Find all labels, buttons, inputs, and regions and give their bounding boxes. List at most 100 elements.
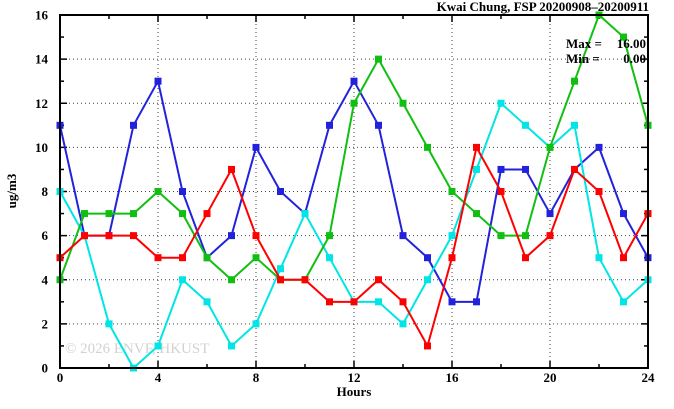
x-tick-label: 20 bbox=[544, 370, 557, 385]
series-green-point bbox=[203, 254, 211, 262]
y-tick-label: 2 bbox=[42, 316, 49, 331]
series-green-point bbox=[448, 188, 456, 195]
series-cyan-point bbox=[326, 254, 333, 262]
series-cyan-point bbox=[473, 165, 480, 173]
series-green-point bbox=[350, 99, 358, 107]
x-tick-label: 0 bbox=[57, 370, 64, 385]
series-blue-point bbox=[497, 165, 505, 173]
series-blue-point bbox=[448, 298, 456, 306]
x-tick-label: 4 bbox=[155, 370, 162, 385]
x-tick-label: 16 bbox=[446, 370, 460, 385]
series-blue-point bbox=[399, 232, 407, 240]
x-axis-title: Hours bbox=[337, 384, 372, 399]
series-cyan-point bbox=[301, 210, 309, 218]
series-cyan-point bbox=[154, 342, 162, 350]
series-cyan-point bbox=[228, 342, 235, 350]
max-annotation-value: 16.00 bbox=[617, 36, 646, 51]
series-green-point bbox=[252, 254, 260, 262]
series-red bbox=[56, 143, 652, 350]
series-red-point bbox=[350, 298, 358, 306]
y-tick-label: 10 bbox=[35, 140, 48, 155]
series-red-point bbox=[448, 254, 456, 262]
series-red-point bbox=[154, 254, 162, 262]
series-green-point bbox=[105, 210, 113, 218]
series-green-point bbox=[399, 99, 407, 107]
series-green-point bbox=[424, 143, 431, 151]
plot-border bbox=[59, 14, 649, 369]
series-green-point bbox=[179, 210, 186, 218]
series-blue-point bbox=[228, 232, 235, 240]
series-blue-point bbox=[473, 298, 480, 306]
series-cyan-point bbox=[252, 320, 260, 328]
series-red-point bbox=[620, 254, 627, 262]
series-red-point bbox=[81, 232, 88, 240]
series-green-point bbox=[81, 210, 88, 218]
series-red-point bbox=[375, 276, 382, 284]
series-blue-point bbox=[595, 143, 603, 151]
x-tick-label: 24 bbox=[642, 370, 656, 385]
series-cyan-point bbox=[522, 121, 529, 129]
series-blue-point bbox=[522, 165, 529, 173]
y-tick-label: 12 bbox=[35, 96, 48, 111]
max-annotation-label: Max = bbox=[566, 36, 602, 51]
series-red-point bbox=[497, 188, 505, 195]
series-blue-point bbox=[546, 210, 554, 218]
y-tick-label: 4 bbox=[42, 272, 49, 287]
series-blue-point bbox=[130, 121, 137, 129]
series-cyan-point bbox=[424, 276, 431, 284]
series-cyan-point bbox=[179, 276, 186, 284]
series-blue-point bbox=[277, 188, 284, 195]
y-tick-label: 16 bbox=[35, 8, 49, 23]
series-red-point bbox=[179, 254, 186, 262]
plot-layer bbox=[56, 11, 652, 372]
series-cyan-point bbox=[497, 99, 505, 107]
series-red-point bbox=[228, 165, 235, 173]
series-red-point bbox=[203, 210, 211, 218]
series-blue-point bbox=[350, 77, 358, 85]
series-cyan-point bbox=[375, 298, 382, 306]
y-tick-label: 14 bbox=[35, 52, 49, 67]
min-annotation-value: 0.00 bbox=[623, 51, 646, 66]
series-cyan-point bbox=[571, 121, 578, 129]
series-red-point bbox=[399, 298, 407, 306]
series-green-point bbox=[497, 232, 505, 240]
series-red-point bbox=[571, 165, 578, 173]
series-red-point bbox=[326, 298, 333, 306]
series-red-point bbox=[546, 232, 554, 240]
series-blue-point bbox=[620, 210, 627, 218]
series-cyan-point bbox=[595, 254, 603, 262]
y-axis-title: ug/m3 bbox=[4, 173, 19, 208]
series-blue-point bbox=[154, 77, 162, 85]
series-green-point bbox=[375, 55, 382, 63]
min-annotation-label: Min = bbox=[566, 51, 600, 66]
chart-title: Kwai Chung, FSP 20200908–20200911 bbox=[437, 0, 649, 14]
series-red-point bbox=[130, 232, 137, 240]
x-tick-label: 12 bbox=[348, 370, 361, 385]
series-green-point bbox=[228, 276, 235, 284]
series-blue-point bbox=[179, 188, 186, 195]
series-cyan-point bbox=[277, 265, 284, 273]
series-green-point bbox=[620, 33, 627, 41]
series-green-point bbox=[154, 188, 162, 195]
series-red-point bbox=[424, 342, 431, 350]
series-red-point bbox=[473, 143, 480, 151]
series-green-point bbox=[546, 143, 554, 151]
watermark: © 2026 ENVF, HKUST bbox=[65, 341, 209, 357]
series-blue-point bbox=[375, 121, 382, 129]
series-green-point bbox=[522, 232, 529, 240]
x-tick-label: 8 bbox=[253, 370, 260, 385]
series-green-point bbox=[326, 232, 333, 240]
y-tick-label: 6 bbox=[42, 228, 49, 243]
series-red-point bbox=[522, 254, 529, 262]
series-blue-point bbox=[326, 121, 333, 129]
series-blue-point bbox=[424, 254, 431, 262]
series-red-point bbox=[252, 232, 260, 240]
series-green-point bbox=[571, 77, 578, 85]
y-tick-label: 8 bbox=[42, 184, 49, 199]
series-cyan-point bbox=[448, 232, 456, 240]
series-cyan-point bbox=[105, 320, 113, 328]
series-green-point bbox=[130, 210, 137, 218]
y-tick-label: 0 bbox=[42, 361, 49, 376]
